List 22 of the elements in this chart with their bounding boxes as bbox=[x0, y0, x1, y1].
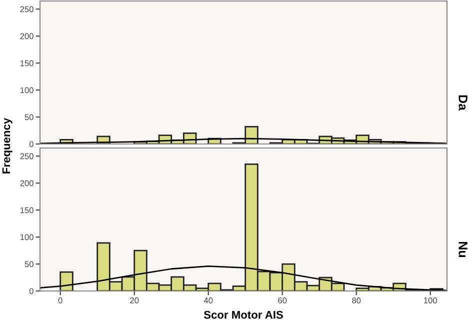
y-tick-label: 50 bbox=[24, 114, 34, 120]
x-tick-label: 40 bbox=[204, 297, 213, 304]
x-tick-label: 20 bbox=[130, 297, 139, 304]
y-tick-label: 250 bbox=[20, 153, 34, 160]
x-tick-label: 80 bbox=[352, 297, 361, 304]
y-tick-label: 100 bbox=[20, 87, 34, 94]
y-tick-label: 250 bbox=[20, 6, 34, 12]
y-tick-label: 150 bbox=[20, 60, 34, 66]
text: Nu bbox=[458, 242, 468, 258]
y-axis-title: Frequency bbox=[2, 118, 12, 174]
y-tick-label: 200 bbox=[20, 33, 34, 40]
y-tick-label: 200 bbox=[20, 180, 34, 186]
y-tick-label: 150 bbox=[20, 207, 34, 214]
x-tick-label: 100 bbox=[424, 297, 437, 304]
x-axis-title: Scor Motor AIS bbox=[204, 310, 283, 319]
x-tick-label: 0 bbox=[58, 297, 62, 304]
y-tick-label: 0 bbox=[29, 141, 34, 148]
y-tick-label: 100 bbox=[20, 234, 34, 240]
y-tick-label: 0 bbox=[29, 288, 34, 294]
text: Da bbox=[458, 95, 468, 111]
x-tick-label: 60 bbox=[278, 297, 287, 304]
y-tick-label: 50 bbox=[24, 261, 34, 268]
